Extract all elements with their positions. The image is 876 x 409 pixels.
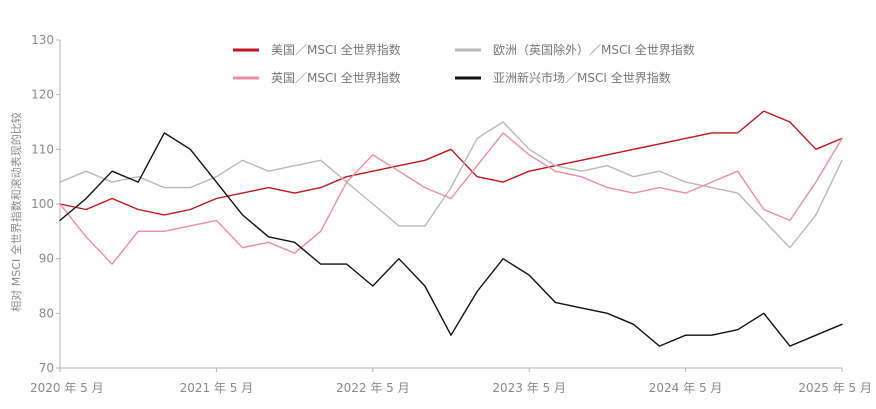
y-tick-label: 80 (39, 306, 54, 320)
y-tick-label: 110 (31, 142, 54, 156)
y-tick-label: 130 (31, 33, 54, 47)
x-axis: 2020 年 5 月 2021 年 5 月 2022 年 5 月 2023 年 5 月… (30, 367, 872, 395)
x-tick-label: 2023 年 5 月 (492, 381, 566, 395)
series-line (59, 132, 843, 265)
y-axis: 70 80 90 100 110 120 130 (31, 33, 61, 375)
x-tick-label: 2025 年 5 月 (798, 381, 872, 395)
y-tick-label: 100 (31, 197, 54, 211)
y-tick-label: 120 (31, 88, 54, 102)
legend-label: 欧洲（英国除外）／MSCI 全世界指数 (493, 42, 695, 57)
y-axis-label: 相对 MSCI 全世界指数和滚动表现的比较 (9, 112, 23, 311)
legend-label: 美国／MSCI 全世界指数 (271, 42, 401, 57)
legend-label: 亚洲新兴市场／MSCI 全世界指数 (493, 70, 671, 85)
y-tick-label: 90 (39, 252, 54, 266)
series-line (59, 121, 843, 249)
x-tick-label: 2024 年 5 月 (649, 381, 723, 395)
y-tick-label: 70 (39, 361, 54, 375)
legend-label: 英国／MSCI 全世界指数 (271, 70, 401, 85)
series-line (59, 132, 843, 347)
x-tick-label: 2020 年 5 月 (30, 381, 104, 395)
legend: 美国／MSCI 全世界指数 欧洲（英国除外）／MSCI 全世界指数英国／MSCI … (233, 42, 695, 85)
series-line (59, 110, 843, 216)
x-tick-label: 2022 年 5 月 (336, 381, 410, 395)
x-tick-label: 2021 年 5 月 (180, 381, 254, 395)
series-lines (59, 110, 843, 347)
